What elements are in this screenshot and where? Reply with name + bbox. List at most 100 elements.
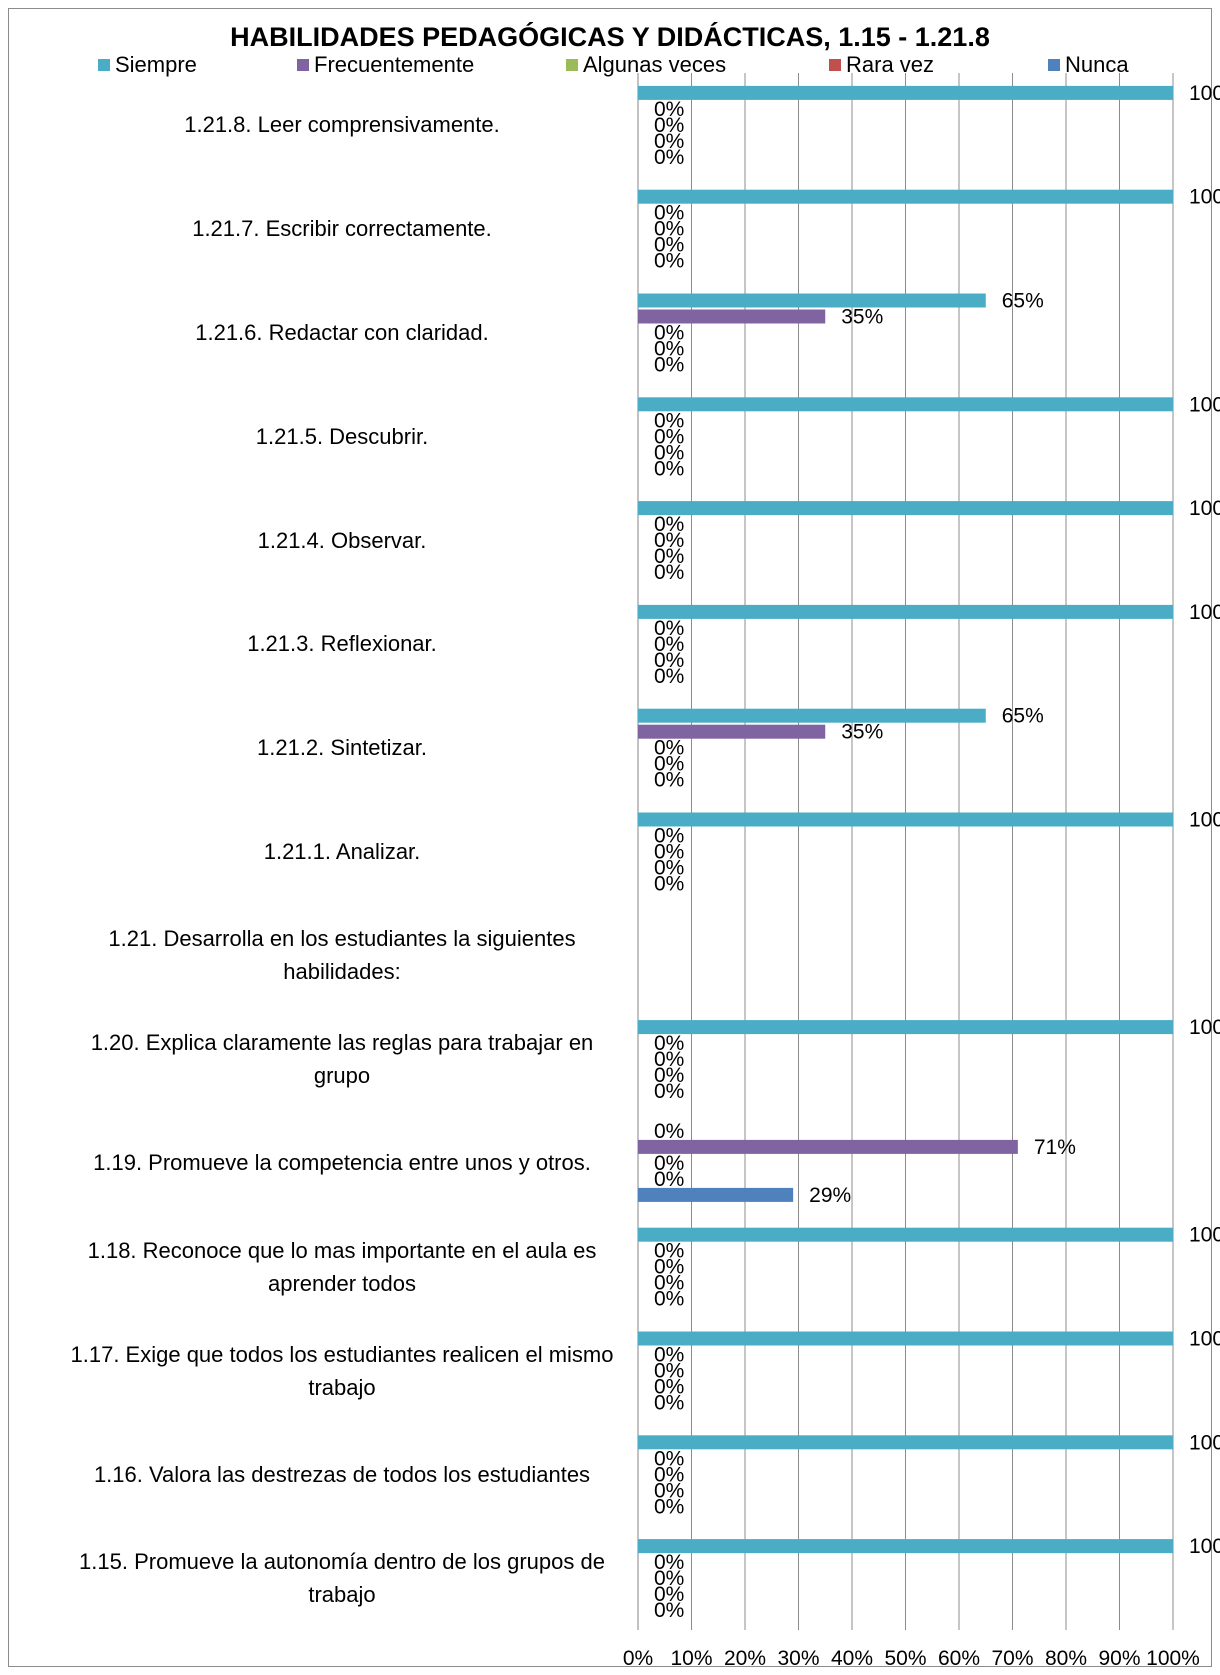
data-label: 0% (654, 1288, 684, 1311)
data-label: 0% (654, 1567, 684, 1590)
bar-siempre (638, 708, 986, 723)
data-label: 100% (1189, 1016, 1220, 1039)
category-label: 1.21.5. Descubrir. (255, 423, 429, 449)
category-label: 1.21.6. Redactar con claridad. (195, 320, 489, 345)
bar-siempre (638, 189, 1173, 204)
legend-item: Rara vez (829, 52, 934, 78)
category-label: 1.21.4. Observar. (257, 527, 427, 553)
data-label: 71% (1034, 1136, 1076, 1159)
legend-label: Algunas veces (583, 52, 727, 77)
bar-nunca (638, 1187, 794, 1202)
data-label: 0% (654, 513, 684, 536)
data-label: 0% (654, 1447, 684, 1470)
data-label: 0% (654, 753, 684, 776)
x-tick-label: 80% (1045, 1647, 1087, 1670)
legend-item: Siempre (98, 52, 197, 78)
data-label: 0% (654, 1583, 684, 1606)
x-tick-label: 10% (670, 1647, 712, 1670)
data-label: 0% (654, 1344, 684, 1367)
bar-frecuentemente (638, 724, 826, 739)
data-label: 0% (654, 561, 684, 584)
data-label: 0% (654, 1551, 684, 1574)
data-label: 0% (654, 322, 684, 345)
data-label: 100% (1189, 809, 1220, 832)
legend-label: Siempre (115, 52, 197, 77)
data-label: 65% (1002, 290, 1044, 313)
legend-swatch (829, 59, 841, 71)
category-label: 1.15. Promueve la autonomía dentro de lo… (79, 1549, 605, 1608)
bar-siempre (638, 1435, 1173, 1450)
data-label: 100% (1189, 393, 1220, 416)
data-label: 0% (654, 1240, 684, 1263)
x-tick-label: 60% (938, 1647, 980, 1670)
data-label: 0% (654, 633, 684, 656)
bar-siempre (638, 501, 1173, 516)
data-label: 100% (1189, 1224, 1220, 1247)
data-label: 0% (654, 665, 684, 688)
data-label: 0% (654, 1599, 684, 1622)
data-label: 100% (1189, 82, 1220, 105)
data-label: 0% (654, 218, 684, 241)
category-label: 1.16. Valora las destrezas de todos los … (93, 1461, 591, 1487)
bar-siempre (638, 293, 986, 308)
data-label: 0% (654, 1064, 684, 1087)
data-label: 0% (654, 545, 684, 568)
x-tick-label: 40% (831, 1647, 873, 1670)
data-label: 0% (654, 1392, 684, 1415)
chart-legend: Siempre Frecuentemente Algunas veces Rara v… (0, 52, 1220, 78)
data-label: 0% (654, 409, 684, 432)
bar-siempre (638, 85, 1173, 100)
legend-item: Frecuentemente (297, 52, 474, 78)
bar-siempre (638, 1020, 1173, 1035)
bar-siempre (638, 812, 1173, 827)
x-tick-label: 70% (991, 1647, 1033, 1670)
data-label: 100% (1189, 601, 1220, 624)
data-label: 0% (654, 202, 684, 225)
bar-siempre (638, 1227, 1173, 1242)
data-label: 35% (841, 306, 883, 329)
data-label: 0% (654, 338, 684, 361)
category-label: 1.17. Exige que todos los estudiantes re… (70, 1341, 614, 1400)
category-label: 1.20. Explica claramente las reglas para… (90, 1030, 594, 1089)
data-label: 0% (654, 1256, 684, 1279)
data-label: 100% (1189, 1328, 1220, 1351)
legend-swatch (297, 59, 309, 71)
data-label: 100% (1189, 497, 1220, 520)
data-label: 0% (654, 1272, 684, 1295)
data-label: 100% (1189, 1535, 1220, 1558)
x-tick-label: 100% (1146, 1647, 1200, 1670)
data-label: 0% (654, 737, 684, 760)
data-label: 0% (654, 1168, 684, 1191)
bar-frecuentemente (638, 309, 826, 324)
data-label: 0% (654, 354, 684, 377)
category-label: 1.21.1. Analizar. (263, 839, 421, 864)
data-label: 0% (654, 873, 684, 896)
legend-label: Frecuentemente (314, 52, 475, 77)
chart-frame (8, 8, 1212, 1667)
data-label: 0% (654, 1463, 684, 1486)
legend-swatch (566, 59, 578, 71)
legend-label: Rara vez (846, 52, 935, 77)
category-label: 1.21.2. Sintetizar. (257, 735, 427, 761)
data-label: 65% (1002, 705, 1044, 728)
data-label: 0% (654, 825, 684, 848)
data-label: 0% (654, 425, 684, 448)
bar-siempre (638, 1539, 1173, 1554)
data-label: 0% (654, 769, 684, 792)
bar-siempre (638, 604, 1173, 619)
category-label: 1.21.3. Reflexionar. (247, 631, 437, 657)
data-label: 0% (654, 1080, 684, 1103)
data-label: 0% (654, 1495, 684, 1518)
data-label: 100% (1189, 186, 1220, 209)
data-label: 35% (841, 721, 883, 744)
data-label: 0% (654, 841, 684, 864)
data-label: 0% (654, 1360, 684, 1383)
bar-siempre (638, 1331, 1173, 1346)
data-label: 100% (1189, 1431, 1220, 1454)
x-tick-label: 30% (777, 1647, 819, 1670)
legend-swatch (1048, 59, 1060, 71)
data-label: 0% (654, 617, 684, 640)
data-label: 0% (654, 234, 684, 257)
category-label: 1.19. Promueve la competencia entre unos… (93, 1150, 591, 1176)
